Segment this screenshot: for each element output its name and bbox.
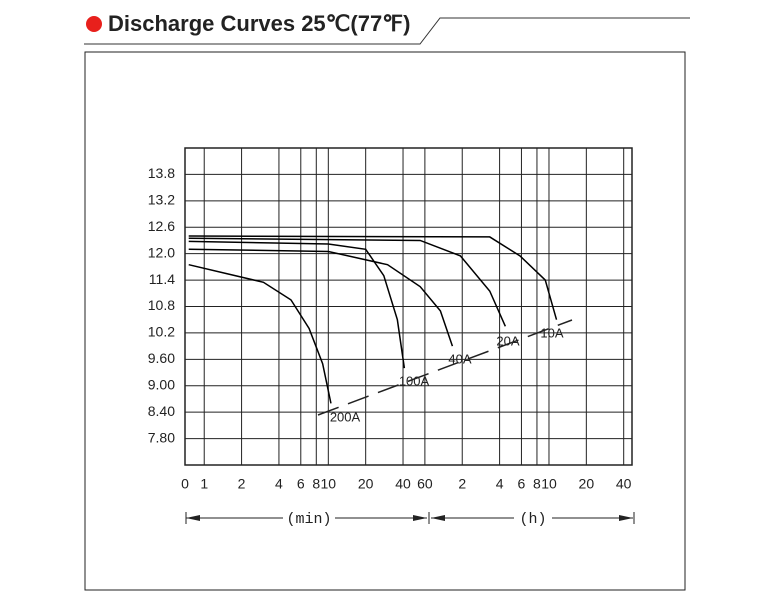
discharge-curve bbox=[188, 263, 332, 404]
x-tick-label: 20 bbox=[579, 476, 595, 492]
x-tick-label: 8 bbox=[312, 476, 320, 492]
frame bbox=[84, 51, 686, 591]
label-bg bbox=[514, 508, 552, 528]
arrow-head bbox=[413, 515, 427, 521]
series-label: 10A bbox=[540, 325, 563, 340]
x-tick-label: 6 bbox=[297, 476, 305, 492]
x-tick-label: 40 bbox=[616, 476, 632, 492]
x-tick-label: 20 bbox=[358, 476, 374, 492]
x-tick-label: 6 bbox=[518, 476, 526, 492]
y-tick-label: 12.6 bbox=[148, 218, 175, 234]
discharge-curve bbox=[188, 248, 454, 347]
y-tick-label: 12.0 bbox=[148, 244, 175, 260]
y-tick-label: 10.2 bbox=[148, 324, 175, 340]
x-tick-label: 60 bbox=[417, 476, 433, 492]
title-rule bbox=[84, 17, 690, 45]
discharge-curve bbox=[188, 240, 406, 369]
y-tick-label: 9.00 bbox=[148, 376, 175, 392]
series-label: 200A bbox=[330, 409, 361, 424]
discharge-curve bbox=[188, 235, 558, 320]
title-dot bbox=[86, 16, 102, 32]
x-unit-label: (h) bbox=[519, 511, 546, 528]
label-bg bbox=[283, 508, 335, 528]
arrow-head bbox=[186, 515, 200, 521]
y-tick-label: 8.40 bbox=[148, 403, 175, 419]
arrow-head bbox=[619, 515, 633, 521]
y-tick-label: 13.2 bbox=[148, 192, 175, 208]
arrow-head bbox=[431, 515, 445, 521]
x-tick-label: 0 bbox=[181, 476, 189, 492]
x-tick-label: 8 bbox=[533, 476, 541, 492]
y-tick-label: 13.8 bbox=[148, 165, 175, 181]
x-tick-label: 10 bbox=[541, 476, 557, 492]
x-tick-label: 2 bbox=[238, 476, 246, 492]
y-tick-label: 11.4 bbox=[149, 271, 175, 287]
discharge-curve bbox=[188, 237, 507, 327]
series-label: 100A bbox=[399, 373, 430, 388]
cutoff-line bbox=[317, 319, 573, 416]
y-tick-label: 9.60 bbox=[148, 350, 175, 366]
x-tick-label: 10 bbox=[321, 476, 337, 492]
x-tick-label: 2 bbox=[458, 476, 466, 492]
x-unit-label: (min) bbox=[286, 511, 331, 528]
y-tick-label: 7.80 bbox=[148, 429, 175, 445]
series-label: 40A bbox=[448, 351, 471, 366]
x-tick-label: 1 bbox=[200, 476, 208, 492]
chart-title: Discharge Curves 25℃(77℉) bbox=[108, 11, 410, 36]
y-tick-label: 10.8 bbox=[148, 297, 175, 313]
x-tick-label: 4 bbox=[496, 476, 504, 492]
x-tick-label: 40 bbox=[395, 476, 411, 492]
x-tick-label: 4 bbox=[275, 476, 283, 492]
series-label: 20A bbox=[496, 333, 519, 348]
